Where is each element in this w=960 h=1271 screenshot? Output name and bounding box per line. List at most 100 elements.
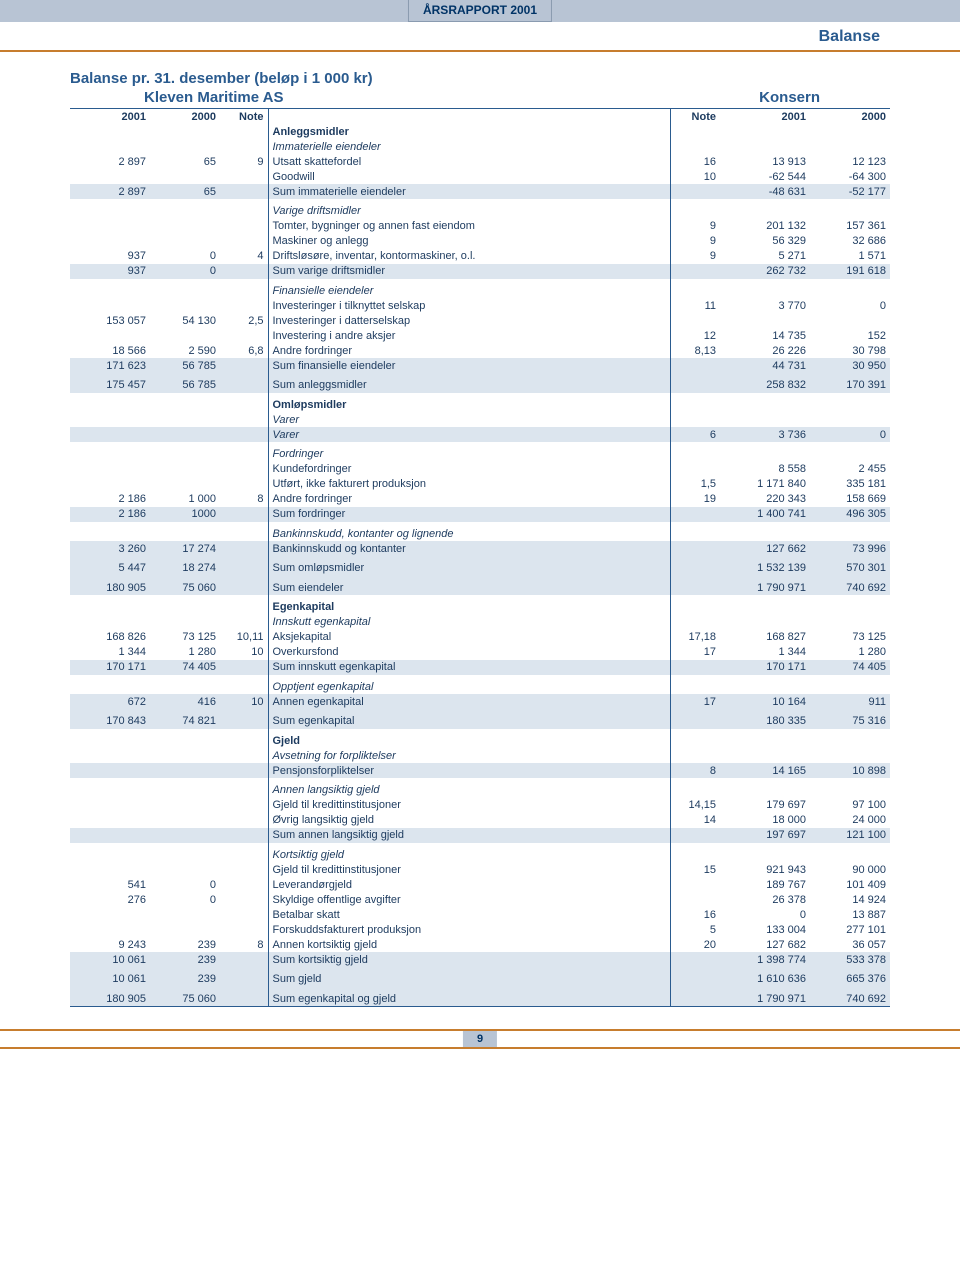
cell bbox=[720, 778, 810, 798]
cell: 239 bbox=[150, 937, 220, 952]
cell bbox=[150, 675, 220, 695]
table-row: Goodwill10-62 544-64 300 bbox=[70, 169, 890, 184]
cell: 10 898 bbox=[810, 763, 890, 778]
cell: 1 610 636 bbox=[720, 967, 810, 987]
cell: 9 bbox=[670, 219, 720, 234]
table-row: Innskutt egenkapital bbox=[70, 615, 890, 630]
cell bbox=[220, 412, 268, 427]
cell bbox=[220, 328, 268, 343]
cell: 258 832 bbox=[720, 373, 810, 393]
cell bbox=[720, 393, 810, 413]
cell: 30 798 bbox=[810, 343, 890, 358]
cell bbox=[720, 615, 810, 630]
cell bbox=[70, 442, 150, 462]
table-row: Forskuddsfakturert produksjon5133 004277… bbox=[70, 922, 890, 937]
cell bbox=[70, 778, 150, 798]
cell bbox=[220, 298, 268, 313]
cell: 1 790 971 bbox=[720, 576, 810, 596]
cell bbox=[150, 328, 220, 343]
table-row: 170 17174 405Sum innskutt egenkapital170… bbox=[70, 660, 890, 675]
cell: Sum varige driftsmidler bbox=[268, 264, 670, 279]
table-row: Egenkapital bbox=[70, 595, 890, 615]
cell bbox=[670, 522, 720, 542]
cell: 1000 bbox=[150, 507, 220, 522]
table-row: Sum annen langsiktig gjeld197 697121 100 bbox=[70, 828, 890, 843]
cell: 97 100 bbox=[810, 798, 890, 813]
table-row: Fordringer bbox=[70, 442, 890, 462]
cell bbox=[70, 234, 150, 249]
cell: 1 280 bbox=[150, 645, 220, 660]
cell: Gjeld til kredittinstitusjoner bbox=[268, 862, 670, 877]
cell: Sum innskutt egenkapital bbox=[268, 660, 670, 675]
cell bbox=[150, 828, 220, 843]
cell bbox=[150, 522, 220, 542]
cell: Investeringer i tilknyttet selskap bbox=[268, 298, 670, 313]
cell bbox=[220, 541, 268, 556]
cell bbox=[220, 798, 268, 813]
cell: 73 125 bbox=[810, 630, 890, 645]
cell: 170 391 bbox=[810, 373, 890, 393]
cell: 16 bbox=[670, 907, 720, 922]
cell bbox=[670, 199, 720, 219]
cell bbox=[670, 393, 720, 413]
footer-band: 9 bbox=[0, 1029, 960, 1049]
cell bbox=[720, 522, 810, 542]
cell: 533 378 bbox=[810, 952, 890, 967]
cell: 6,8 bbox=[220, 343, 268, 358]
cell: 127 682 bbox=[720, 937, 810, 952]
cell bbox=[670, 139, 720, 154]
cell: 180 905 bbox=[70, 576, 150, 596]
cell: Overkursfond bbox=[268, 645, 670, 660]
table-row: Kundefordringer8 5582 455 bbox=[70, 462, 890, 477]
cell: 10 061 bbox=[70, 967, 150, 987]
cell bbox=[70, 813, 150, 828]
table-row: Opptjent egenkapital bbox=[70, 675, 890, 695]
cell: Sum immaterielle eiendeler bbox=[268, 184, 670, 199]
table-row: 180 90575 060Sum egenkapital og gjeld1 7… bbox=[70, 987, 890, 1007]
cell: Bankinnskudd, kontanter og lignende bbox=[268, 522, 670, 542]
cell: 30 950 bbox=[810, 358, 890, 373]
col-note-right: Note bbox=[670, 109, 720, 124]
cell bbox=[150, 477, 220, 492]
cell: 10 bbox=[220, 645, 268, 660]
sheet-title: Balanse pr. 31. desember (beløp i 1 000 … bbox=[70, 70, 890, 87]
cell: 9 243 bbox=[70, 937, 150, 952]
cell: 171 623 bbox=[70, 358, 150, 373]
cell bbox=[670, 987, 720, 1007]
cell: 75 060 bbox=[150, 576, 220, 596]
cell bbox=[150, 442, 220, 462]
cell: 32 686 bbox=[810, 234, 890, 249]
cell bbox=[670, 843, 720, 863]
table-row: Tomter, bygninger og annen fast eiendom9… bbox=[70, 219, 890, 234]
cell: Sum fordringer bbox=[268, 507, 670, 522]
cell: 672 bbox=[70, 694, 150, 709]
table-row: 9370Sum varige driftsmidler262 732191 61… bbox=[70, 264, 890, 279]
cell: 152 bbox=[810, 328, 890, 343]
table-row: Betalbar skatt16013 887 bbox=[70, 907, 890, 922]
cell: Annen kortsiktig gjeld bbox=[268, 937, 670, 952]
cell bbox=[70, 279, 150, 299]
cell: Utsatt skattefordel bbox=[268, 154, 670, 169]
cell bbox=[670, 507, 720, 522]
cell bbox=[220, 393, 268, 413]
cell bbox=[810, 675, 890, 695]
cell: -52 177 bbox=[810, 184, 890, 199]
cell: 14,15 bbox=[670, 798, 720, 813]
cell: 416 bbox=[150, 694, 220, 709]
cell: 5 447 bbox=[70, 556, 150, 576]
cell: 0 bbox=[810, 427, 890, 442]
cell: 2,5 bbox=[220, 313, 268, 328]
cell: 19 bbox=[670, 492, 720, 507]
cell: 1,5 bbox=[670, 477, 720, 492]
table-row: 2760Skyldige offentlige avgifter26 37814… bbox=[70, 892, 890, 907]
cell: 570 301 bbox=[810, 556, 890, 576]
cell: 24 000 bbox=[810, 813, 890, 828]
cell: Fordringer bbox=[268, 442, 670, 462]
cell: 262 732 bbox=[720, 264, 810, 279]
page-title: Balanse bbox=[0, 22, 960, 52]
cell bbox=[720, 843, 810, 863]
cell: 276 bbox=[70, 892, 150, 907]
cell bbox=[670, 358, 720, 373]
cell: 8 bbox=[220, 492, 268, 507]
cell bbox=[670, 184, 720, 199]
